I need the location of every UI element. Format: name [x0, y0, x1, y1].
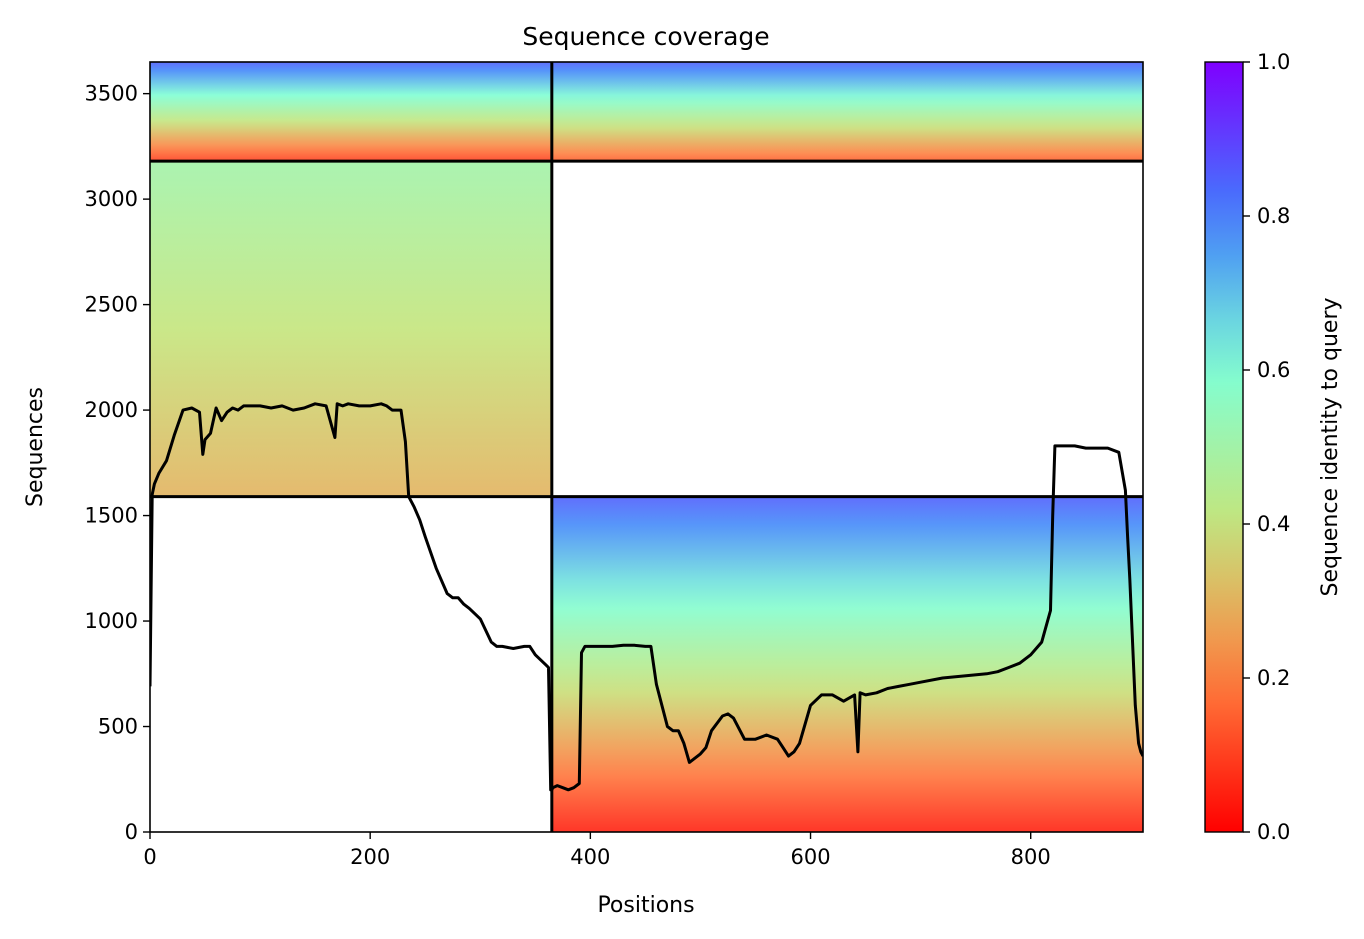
coverage-block-chain-B-unpaired [551, 496, 1143, 832]
colorbar-tick-label: 0.0 [1257, 820, 1290, 844]
y-tick-label: 3500 [85, 82, 138, 106]
x-axis-label: Positions [597, 893, 694, 918]
y-tick-label: 0 [125, 820, 138, 844]
colorbar-axis: 0.0 0.2 0.4 0.6 0.8 1.0 [1243, 50, 1290, 844]
segment-dividers [150, 62, 1143, 832]
x-tick-label: 200 [350, 845, 390, 869]
coverage-line [150, 402, 1143, 792]
y-tick-label: 1000 [85, 609, 138, 633]
colorbar [1204, 61, 1244, 833]
colorbar-tick-label: 1.0 [1257, 50, 1290, 74]
colorbar-tick-label: 0.4 [1257, 512, 1290, 536]
y-tick-label: 3000 [85, 187, 138, 211]
x-tick-label: 600 [790, 845, 830, 869]
colorbar-tick-label: 0.6 [1257, 358, 1290, 382]
y-tick-label: 1500 [85, 504, 138, 528]
x-tick-label: 800 [1011, 845, 1051, 869]
colorbar-tick-label: 0.2 [1257, 666, 1290, 690]
y-tick-label: 2000 [85, 398, 138, 422]
colorbar-tick-label: 0.8 [1257, 204, 1290, 228]
y-tick-label: 2500 [85, 293, 138, 317]
coverage-block-chain-B-paired [551, 62, 1143, 162]
x-tick-label: 400 [570, 845, 610, 869]
coverage-block-chain-A-unpaired [150, 161, 552, 497]
x-axis: 0 200 400 600 800 [143, 832, 1051, 869]
colorbar-label: Sequence identity to query [1318, 297, 1343, 596]
plot-frame [149, 61, 1144, 833]
y-axis-label: Sequences [23, 387, 48, 507]
y-axis: 0 500 1000 1500 2000 2500 3000 3500 [85, 82, 150, 844]
coverage-blocks [150, 62, 1143, 832]
coverage-line-layer [150, 402, 1143, 792]
y-tick-label: 500 [98, 715, 138, 739]
coverage-block-chain-A-paired [150, 62, 552, 162]
chart-title: Sequence coverage [522, 22, 769, 51]
x-tick-label: 0 [143, 845, 156, 869]
